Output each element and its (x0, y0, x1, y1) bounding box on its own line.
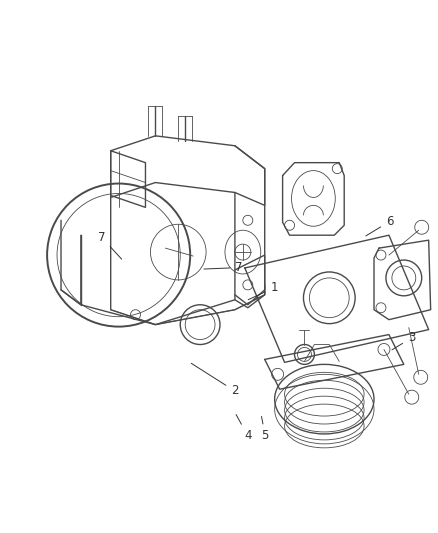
Text: 6: 6 (365, 215, 392, 236)
Text: 2: 2 (191, 364, 238, 398)
Text: 7: 7 (98, 231, 121, 259)
Text: 3: 3 (391, 332, 414, 350)
Text: 4: 4 (236, 415, 251, 442)
Text: 7: 7 (204, 261, 242, 274)
Text: 1: 1 (247, 281, 277, 300)
Text: 5: 5 (261, 416, 268, 442)
